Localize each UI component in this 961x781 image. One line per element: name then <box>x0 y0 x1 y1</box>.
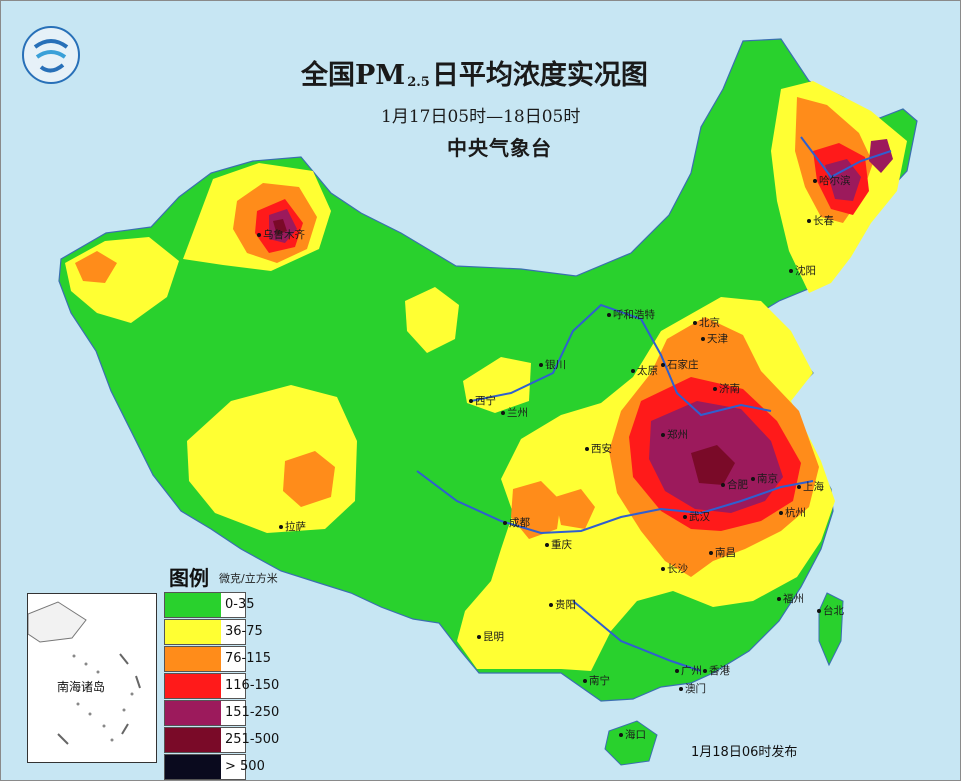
south-china-sea-inset: 南海诸岛 <box>27 593 157 763</box>
legend-item-label: 36-75 <box>225 624 263 639</box>
inset-map <box>27 601 141 745</box>
city-label-chongqing: 重庆 <box>545 539 572 551</box>
city-label-shijiazhuang: 石家庄 <box>661 359 699 371</box>
city-label-taiyuan: 太原 <box>631 365 658 377</box>
city-label-xian: 西安 <box>585 443 612 455</box>
legend-item: 0-35 <box>164 592 255 618</box>
city-label-shanghai: 上海 <box>797 481 824 493</box>
city-label-lanzhou: 兰州 <box>501 407 528 419</box>
city-label-shenyang: 沈阳 <box>789 265 816 277</box>
city-label-xining: 西宁 <box>469 395 496 407</box>
city-label-zhengzhou: 郑州 <box>661 429 688 441</box>
rivers <box>416 136 892 672</box>
city-label-urumqi: 乌鲁木齐 <box>257 229 305 241</box>
city-label-taipei: 台北 <box>817 605 844 617</box>
legend-item: > 500 <box>164 754 265 780</box>
city-label-nanjing: 南京 <box>751 473 778 485</box>
agency-name: 中央气象台 <box>447 136 552 160</box>
legend-item: 76-115 <box>164 646 271 672</box>
legend-item: 36-75 <box>164 619 263 645</box>
city-label-hefei: 合肥 <box>721 479 748 491</box>
city-label-yinchuan: 银川 <box>539 359 566 371</box>
map-title: 全国PM 2.5日平均浓度实况图 <box>301 60 648 91</box>
city-label-changsha: 长沙 <box>661 563 688 575</box>
inset-label: 南海诸岛 <box>57 680 106 694</box>
cma-logo-icon <box>22 26 80 84</box>
legend-item: 251-500 <box>164 727 279 753</box>
issue-time: 1月18日06时发布 <box>691 745 798 760</box>
legend-item: 151-250 <box>164 700 279 726</box>
city-label-chengdu: 成都 <box>503 517 530 529</box>
city-label-beijing: 北京 <box>693 317 720 329</box>
city-label-hangzhou: 杭州 <box>779 507 806 519</box>
city-label-macau: 澳门 <box>679 683 706 695</box>
legend: 0-35 36-75 76-115 116-150 151-250 251-500 > 50… <box>164 592 279 780</box>
city-label-wuhan: 武汉 <box>683 511 710 523</box>
city-label-kunming: 昆明 <box>477 631 504 643</box>
legend-item-label: 76-115 <box>225 651 272 666</box>
city-label-harbin: 哈尔滨 <box>813 175 851 187</box>
legend-item-label: 251-500 <box>225 732 280 747</box>
inset-islands <box>72 654 134 742</box>
city-label-haikou: 海口 <box>619 729 646 741</box>
time-range: 1月17日05时—18日05时 <box>381 107 581 127</box>
city-label-fuzhou: 福州 <box>777 593 804 605</box>
city-label-lhasa: 拉萨 <box>279 521 306 533</box>
city-label-nanchang: 南昌 <box>709 547 736 559</box>
legend-item-label: 116-150 <box>225 678 280 693</box>
concentration-251-500 <box>273 219 735 485</box>
city-label-guiyang: 贵阳 <box>549 599 576 611</box>
legend-item-label: > 500 <box>225 759 265 774</box>
legend-title: 图例 <box>169 566 209 590</box>
city-label-nanning: 南宁 <box>583 675 610 687</box>
city-label-changchun: 长春 <box>807 215 834 227</box>
legend-item-label: 151-250 <box>225 705 280 720</box>
city-label-guangzhou: 广州 <box>675 665 702 677</box>
hainan-island <box>604 720 658 766</box>
legend-unit: 微克/立方米 <box>219 572 278 585</box>
legend-item: 116-150 <box>164 673 279 699</box>
city-label-hohhot: 呼和浩特 <box>607 309 655 321</box>
city-label-tianjin: 天津 <box>701 333 728 345</box>
legend-item-label: 0-35 <box>225 597 255 612</box>
city-label-jinan: 济南 <box>713 383 740 395</box>
city-label-hongkong: 香港 <box>703 665 730 677</box>
